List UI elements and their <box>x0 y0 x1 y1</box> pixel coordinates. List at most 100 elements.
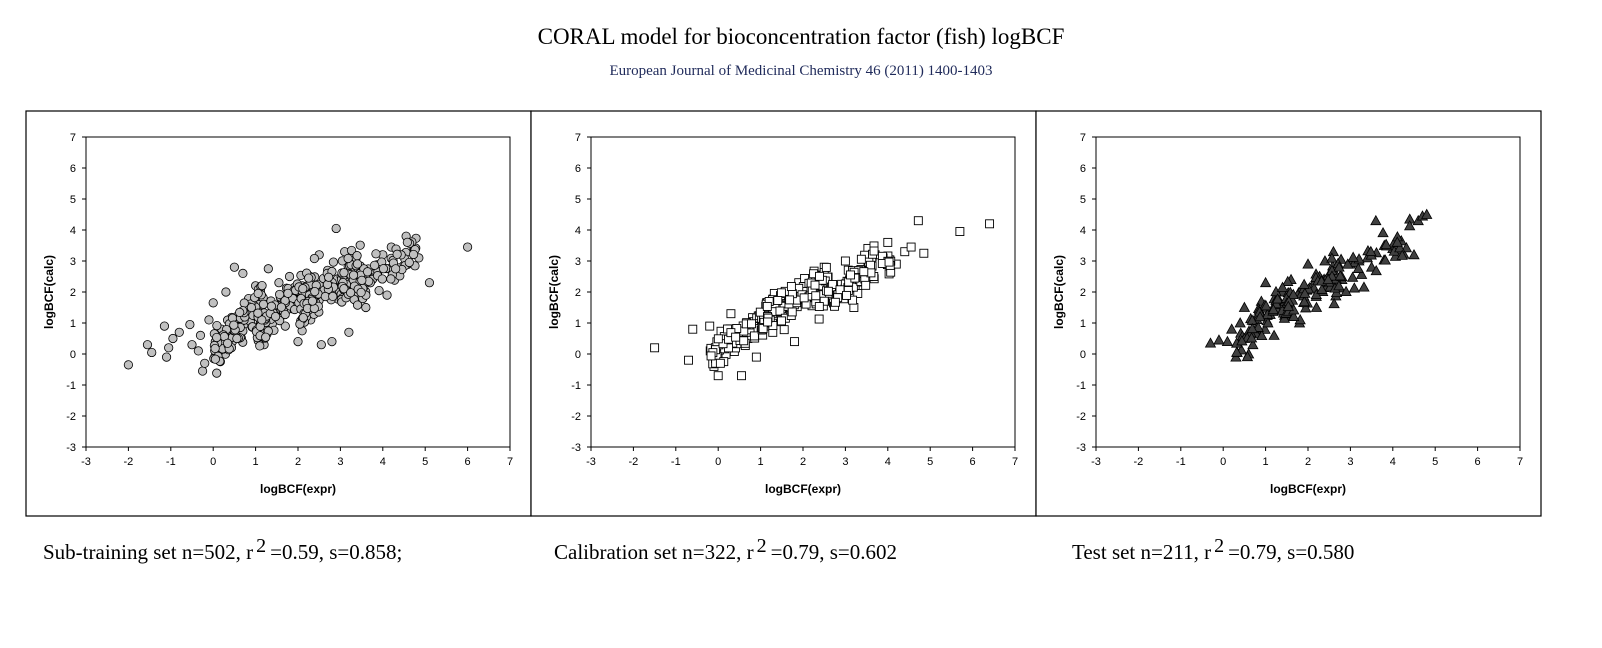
data-point <box>1346 271 1359 282</box>
y-tick-label: -1 <box>1076 380 1086 392</box>
data-point <box>1316 283 1328 294</box>
x-tick-label: 6 <box>970 456 976 468</box>
data-point <box>830 297 840 307</box>
data-point <box>1310 301 1323 312</box>
data-point <box>274 278 284 288</box>
y-tick-label: 6 <box>575 163 581 175</box>
data-point <box>1328 297 1340 309</box>
data-point <box>1254 310 1266 322</box>
x-tick-label: 6 <box>1475 456 1481 468</box>
data-point <box>856 254 866 264</box>
data-point <box>193 346 203 356</box>
page-title: CORAL model for bioconcentration factor … <box>537 24 1065 49</box>
y-tick-label: 5 <box>575 194 581 206</box>
data-point <box>1326 252 1338 263</box>
data-point <box>706 351 716 361</box>
data-point <box>229 262 239 272</box>
data-point <box>713 334 723 344</box>
data-point <box>1342 258 1354 269</box>
y-tick-label: 3 <box>70 256 76 268</box>
data-point <box>344 327 354 337</box>
data-point <box>1370 214 1382 226</box>
y-axis-label: logBCF(calc) <box>547 255 561 329</box>
data-point <box>1262 317 1274 328</box>
data-point <box>229 320 239 330</box>
y-tick-label: 4 <box>575 225 581 237</box>
x-tick-label: 5 <box>422 456 428 468</box>
caption-suffix: =0.79, s=0.580 <box>1228 540 1355 564</box>
data-point <box>1238 301 1251 312</box>
y-tick-label: 2 <box>70 287 76 299</box>
x-tick-label: 0 <box>715 456 721 468</box>
data-point <box>787 307 797 317</box>
data-point <box>773 296 783 305</box>
x-axis-label: logBCF(expr) <box>1270 482 1346 496</box>
data-point <box>842 290 851 300</box>
y-tick-label: 2 <box>1080 287 1086 299</box>
data-point <box>883 237 893 247</box>
data-point <box>161 352 172 362</box>
caption-prefix: Calibration set n=322, r <box>554 540 754 564</box>
data-point <box>168 333 178 344</box>
data-point <box>257 280 267 291</box>
scatter-chart-3: -3 -2 -1 0 1 2 3 4 5 6 7 -3 -2 -1 0 1 2 3 4 5 6 7 logBCF(expr)… <box>1035 110 1542 517</box>
data-point <box>1256 329 1268 341</box>
data-point <box>739 336 749 346</box>
y-tick-label: -2 <box>571 411 581 423</box>
caption-superscript: 2 <box>756 535 767 557</box>
x-tick-label: -3 <box>81 456 91 468</box>
data-point <box>1260 300 1272 311</box>
data-point <box>705 321 715 331</box>
data-point <box>786 282 796 291</box>
data-point <box>208 298 218 308</box>
data-point <box>1340 285 1352 297</box>
data-point <box>310 286 320 297</box>
data-point <box>462 242 473 252</box>
x-axis-label: logBCF(expr) <box>765 482 841 496</box>
data-point <box>185 319 195 330</box>
data-point <box>1391 236 1403 247</box>
data-point <box>726 328 736 338</box>
data-point <box>1226 323 1238 334</box>
data-point <box>1348 282 1361 293</box>
data-point <box>293 336 303 347</box>
data-point <box>210 354 220 364</box>
data-point <box>1379 254 1391 265</box>
caption-prefix: Sub-training set n=502, r <box>43 540 254 564</box>
x-tick-label: -2 <box>124 456 134 468</box>
data-point <box>1271 293 1284 304</box>
y-tick-label: 5 <box>1080 194 1086 206</box>
data-point <box>424 278 435 288</box>
data-point <box>814 302 824 311</box>
x-tick-label: -3 <box>1091 456 1101 468</box>
data-point <box>1231 346 1243 357</box>
x-tick-label: 6 <box>465 456 471 468</box>
x-tick-label: 2 <box>800 456 806 468</box>
y-tick-label: 4 <box>1080 225 1086 237</box>
data-point <box>1221 335 1234 346</box>
data-point <box>749 331 759 341</box>
data-point <box>762 301 772 311</box>
data-point <box>1380 238 1392 249</box>
data-point <box>255 341 265 351</box>
data-point <box>715 358 725 368</box>
data-point <box>737 371 746 381</box>
y-tick-label: 3 <box>1080 256 1086 268</box>
data-point <box>1347 251 1359 262</box>
data-point <box>142 340 153 350</box>
x-tick-label: 7 <box>507 456 513 468</box>
y-tick-label: 7 <box>575 132 581 144</box>
data-point <box>328 291 338 302</box>
data-point <box>1299 287 1311 298</box>
data-point <box>348 270 359 280</box>
y-tick-label: -2 <box>66 411 76 423</box>
data-point <box>257 315 267 325</box>
data-point <box>1352 262 1365 273</box>
data-point <box>316 340 326 350</box>
x-tick-label: 5 <box>1432 456 1438 468</box>
data-point <box>238 268 248 278</box>
data-point <box>785 295 795 305</box>
data-point <box>684 355 693 365</box>
data-point <box>246 302 256 313</box>
data-point <box>906 242 916 252</box>
